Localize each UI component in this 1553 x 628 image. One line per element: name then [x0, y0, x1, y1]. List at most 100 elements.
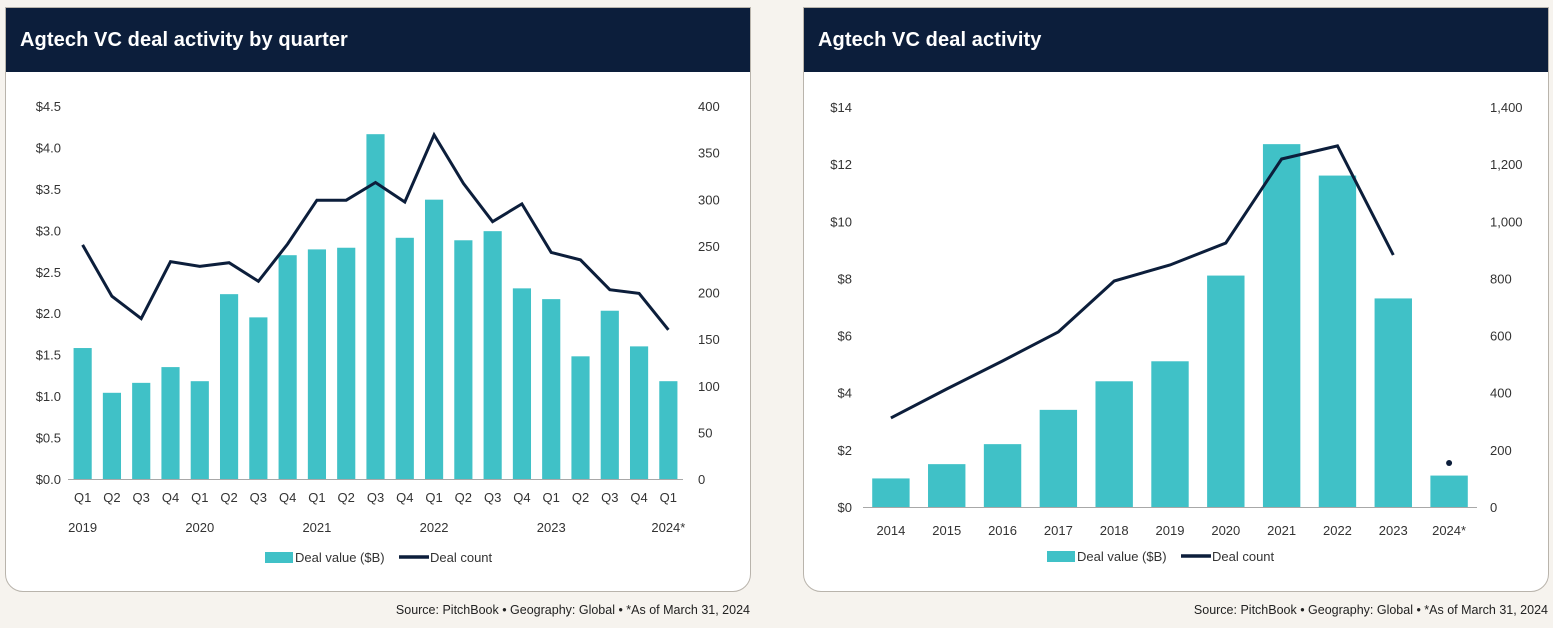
- x-tick-label: 2023: [1379, 523, 1408, 538]
- x-tick-label: Q1: [308, 490, 325, 505]
- bar-deal-value: [278, 255, 297, 479]
- y-tick-right: 50: [698, 425, 712, 440]
- y-tick-left: $12: [830, 157, 852, 172]
- y-tick-left: $14: [830, 100, 852, 115]
- y-tick-right: 1,400: [1490, 100, 1523, 115]
- x-tick-label: 2014: [876, 523, 905, 538]
- y-tick-right: 200: [1490, 443, 1512, 458]
- x-tick-label: Q3: [367, 490, 384, 505]
- y-tick-right: 1,000: [1490, 214, 1523, 229]
- source-note: Source: PitchBook • Geography: Global • …: [1193, 603, 1548, 617]
- y-tick-left: $2: [838, 443, 852, 458]
- x-tick-label: 2015: [932, 523, 961, 538]
- bar-deal-value: [249, 317, 268, 479]
- bar-deal-value: [395, 237, 414, 479]
- x-year-label: 2024*: [651, 520, 685, 535]
- point-deal-count-partial: [1446, 460, 1453, 466]
- bar-deal-value: [102, 392, 122, 479]
- x-year-label: 2021: [302, 520, 331, 535]
- x-year-label: 2020: [185, 520, 214, 535]
- y-tick-left: $10: [830, 214, 852, 229]
- y-tick-left: $4.0: [36, 140, 61, 155]
- legend-swatch-bar: [1047, 551, 1075, 562]
- x-tick-label: 2020: [1211, 523, 1240, 538]
- x-tick-label: Q2: [220, 490, 237, 505]
- y-tick-left: $0.0: [36, 472, 61, 487]
- y-tick-right: 200: [698, 286, 720, 301]
- x-tick-label: 2024*: [1432, 523, 1466, 538]
- bar-deal-value: [483, 231, 502, 479]
- y-tick-left: $3.5: [36, 182, 61, 197]
- source-note: Source: PitchBook • Geography: Global • …: [395, 603, 750, 617]
- bar-deal-value: [454, 240, 473, 479]
- y-tick-right: 400: [698, 99, 720, 114]
- x-year-label: 2019: [68, 520, 97, 535]
- bar-deal-value: [512, 288, 532, 479]
- legend-label-deal-value: Deal value ($B): [1077, 549, 1167, 564]
- quarterly-chart-svg: $0.0 $0.5 $1.0 $1.5 $2.0 $2.5 $3.0 $3.5 $4.0 $4.5…: [36, 99, 720, 565]
- y-tick-right: 100: [698, 379, 720, 394]
- y-tick-left: $8: [838, 271, 852, 286]
- bar-deal-value: [1039, 409, 1078, 507]
- x-tick-label: Q2: [338, 490, 355, 505]
- y-tick-left: $0: [838, 500, 852, 515]
- x-tick-label: Q4: [513, 490, 530, 505]
- x-tick-label: Q3: [601, 490, 618, 505]
- bar-deal-value: [629, 346, 649, 479]
- chart-panel-annual: Agtech VC deal activity $0 $2 $4 $6 $8 $10 $12…: [803, 7, 1549, 592]
- x-tick-label: 2016: [988, 523, 1017, 538]
- bar-deal-value: [337, 247, 356, 479]
- y-tick-right: 1,200: [1490, 157, 1523, 172]
- y-tick-right: 0: [1490, 500, 1497, 515]
- y-tick-left: $6: [838, 329, 852, 344]
- bar-deal-value: [190, 381, 209, 479]
- bar-deal-value: [1262, 144, 1301, 507]
- line-deal-count: [890, 144, 1395, 420]
- bar-deal-value: [132, 382, 151, 479]
- bar-deal-value: [659, 381, 678, 479]
- x-tick-label: Q1: [191, 490, 208, 505]
- x-tick-label: Q1: [425, 490, 442, 505]
- x-tick-label: Q4: [396, 490, 413, 505]
- bar-deal-value: [1430, 475, 1468, 507]
- y-tick-right: 600: [1490, 329, 1512, 344]
- x-tick-label: 2019: [1156, 523, 1185, 538]
- y-tick-right: 0: [698, 472, 705, 487]
- legend-label-deal-count: Deal count: [1212, 549, 1275, 564]
- x-tick-label: Q4: [279, 490, 296, 505]
- x-tick-label: 2022: [1323, 523, 1352, 538]
- y-tick-left: $4: [838, 386, 852, 401]
- bar-deal-value: [983, 444, 1022, 507]
- bar-deal-value: [542, 299, 561, 479]
- bar-deal-value: [872, 478, 910, 507]
- y-tick-left: $1.0: [36, 389, 61, 404]
- y-tick-left: $2.5: [36, 265, 61, 280]
- chart-title: Agtech VC deal activity: [804, 8, 1548, 72]
- x-tick-label: Q1: [74, 490, 91, 505]
- y-tick-right: 800: [1490, 271, 1512, 286]
- bar-deal-value: [424, 199, 444, 480]
- x-tick-label: Q3: [133, 490, 150, 505]
- y-tick-right: 300: [698, 192, 720, 207]
- x-tick-label: Q4: [630, 490, 647, 505]
- annual-chart-svg: $0 $2 $4 $6 $8 $10 $12 $14 0 200 400 600 800 1,000 1,2…: [830, 100, 1523, 564]
- legend-label-deal-value: Deal value ($B): [295, 550, 385, 565]
- x-tick-label: Q1: [543, 490, 560, 505]
- x-year-label: 2023: [537, 520, 566, 535]
- bar-deal-value: [1151, 361, 1189, 507]
- y-tick-left: $3.0: [36, 223, 61, 238]
- bar-deal-value: [928, 464, 966, 507]
- x-tick-label: 2017: [1044, 523, 1073, 538]
- chart-title: Agtech VC deal activity by quarter: [6, 8, 750, 72]
- x-tick-label: Q2: [455, 490, 472, 505]
- bar-deal-value: [1207, 275, 1245, 507]
- bar-deal-value: [219, 294, 239, 479]
- x-tick-label: Q2: [572, 490, 589, 505]
- bar-deal-value: [366, 134, 385, 479]
- y-tick-right: 150: [698, 332, 720, 347]
- bar-deal-value: [307, 249, 327, 479]
- bar-deal-value: [1318, 175, 1357, 508]
- bar-deal-value: [1374, 298, 1412, 507]
- y-tick-right: 350: [698, 146, 720, 161]
- x-tick-label: Q4: [162, 490, 179, 505]
